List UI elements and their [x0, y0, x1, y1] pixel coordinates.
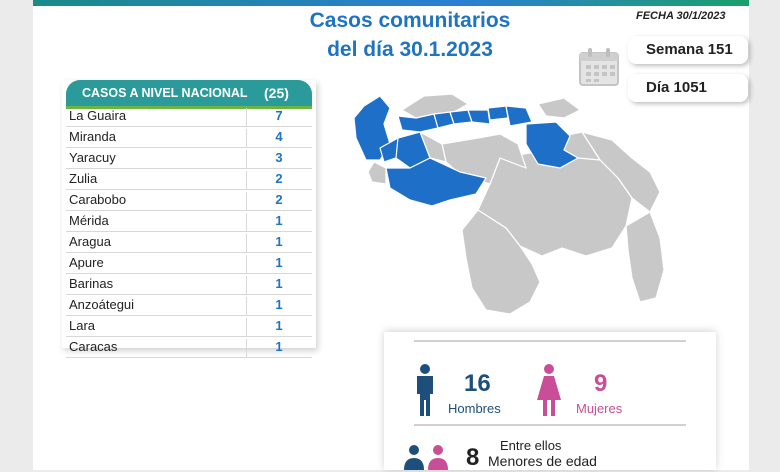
case-count: 1	[246, 318, 311, 336]
state-name: Lara	[69, 318, 96, 333]
table-body: La Guaira 7 Miranda 4 Yaracuy 3 Zulia 2 Cara…	[66, 106, 312, 358]
date-label: FECHA 30/1/2023	[636, 10, 726, 22]
case-count: 1	[246, 213, 311, 231]
map-region-east-south	[625, 211, 665, 303]
case-count: 1	[246, 255, 311, 273]
map-region-tachira	[367, 161, 387, 185]
table-row: Carabobo 2	[66, 190, 312, 211]
week-badge: Semana 151	[628, 36, 748, 64]
day-badge: Día 1051	[628, 74, 748, 102]
state-name: Zulia	[69, 171, 98, 186]
page-title: Casos comunitarios del día 30.1.2023	[309, 9, 511, 61]
case-count: 7	[246, 108, 311, 126]
map-region-apure	[385, 157, 487, 207]
state-name: Aragua	[69, 234, 111, 249]
state-name: Carabobo	[69, 192, 127, 207]
case-count: 1	[246, 339, 311, 357]
map-region-aragua	[467, 109, 491, 125]
minors-icon	[404, 445, 448, 470]
table-row: Miranda 4	[66, 127, 312, 148]
table-header-label: CASOS A NIVEL NACIONAL	[82, 86, 248, 100]
calendar-icon	[579, 48, 619, 86]
divider	[414, 424, 686, 426]
table-row: Lara 1	[66, 316, 312, 337]
state-name: Caracas	[69, 339, 118, 354]
map-region-miranda	[505, 105, 533, 127]
venezuela-map	[353, 93, 665, 315]
male-label: Hombres	[448, 401, 501, 416]
table-row: Caracas 1	[66, 337, 312, 358]
table-row: Barinas 1	[66, 274, 312, 295]
state-name: Barinas	[69, 276, 114, 291]
case-count: 3	[246, 150, 311, 168]
male-icon	[417, 364, 433, 416]
map-region-amazonas	[461, 209, 541, 315]
table-row: Mérida 1	[66, 211, 312, 232]
table-row: La Guaira 7	[66, 106, 312, 127]
minors-count: 8	[466, 444, 480, 471]
table-row: Anzoátegui 1	[66, 295, 312, 316]
divider	[414, 340, 686, 342]
case-count: 2	[246, 171, 311, 189]
national-cases-table: CASOS A NIVEL NACIONAL (25) La Guaira 7 M…	[62, 80, 316, 358]
case-count: 1	[246, 276, 311, 294]
table-header: CASOS A NIVEL NACIONAL (25)	[66, 80, 312, 109]
demographics-panel: 16 Hombres 9 Mujeres 8 Entre ellos Menor…	[384, 332, 716, 471]
table-row: Apure 1	[66, 253, 312, 274]
map-region-sucre	[537, 97, 581, 119]
case-count: 4	[246, 129, 311, 147]
minors-label: Menores de edad	[488, 453, 597, 469]
map-region-anzoategui	[525, 121, 579, 169]
table-row: Zulia 2	[66, 169, 312, 190]
table-row: Aragua 1	[66, 232, 312, 253]
table-header-total: (25)	[264, 85, 289, 101]
state-name: Miranda	[69, 129, 116, 144]
case-count: 1	[246, 234, 311, 252]
state-name: La Guaira	[69, 108, 127, 123]
state-name: Apure	[69, 255, 104, 270]
table-row: Yaracuy 3	[66, 148, 312, 169]
male-count: 16	[464, 370, 491, 397]
state-name: Yaracuy	[69, 150, 116, 165]
state-name: Anzoátegui	[69, 297, 135, 312]
female-icon	[537, 364, 561, 416]
case-count: 1	[246, 297, 311, 315]
top-banner-strip	[33, 0, 749, 6]
map-region-delta	[581, 131, 661, 213]
case-count: 2	[246, 192, 311, 210]
state-name: Mérida	[69, 213, 109, 228]
female-count: 9	[594, 370, 608, 397]
map-region-laguaira-caracas	[487, 105, 509, 121]
minors-intro: Entre ellos	[500, 438, 562, 453]
female-label: Mujeres	[576, 401, 623, 416]
